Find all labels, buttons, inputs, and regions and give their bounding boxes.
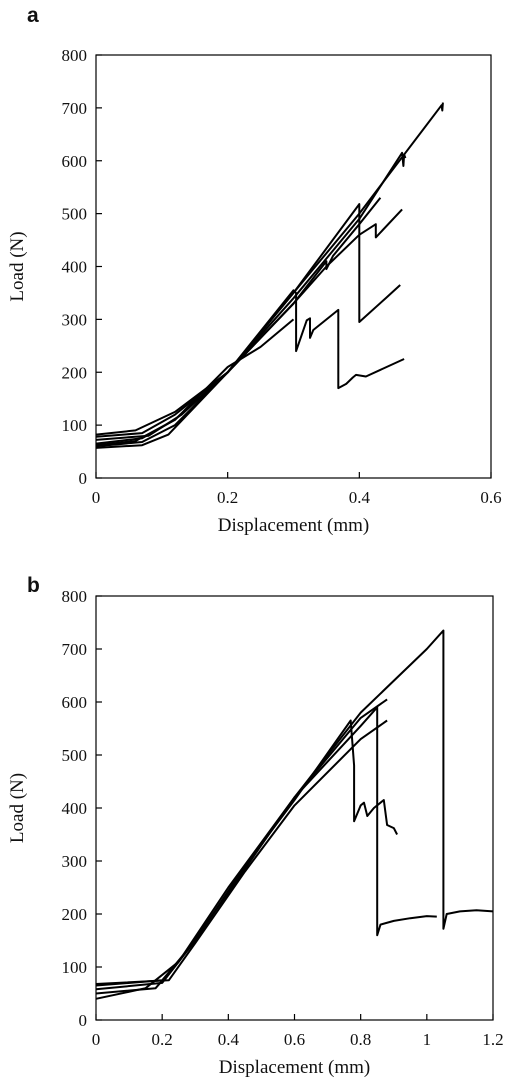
series-line-7 bbox=[95, 318, 295, 447]
x-tick-label: 0.2 bbox=[152, 1030, 173, 1049]
series-line-2 bbox=[95, 706, 437, 995]
y-tick-label: 300 bbox=[62, 310, 88, 329]
plot-frame bbox=[95, 595, 494, 1021]
chart-panel-b: 0 100 200 300 400 500 600 700 800 0 0.2 0.4 0.6 0.8 1 1… bbox=[7, 587, 504, 1078]
series-line-1 bbox=[95, 102, 444, 448]
series-line-4 bbox=[95, 197, 382, 438]
x-tick-label: 0.4 bbox=[218, 1030, 240, 1049]
y-tick-label: 200 bbox=[62, 905, 88, 924]
y-tick-label: 400 bbox=[62, 258, 88, 277]
x-axis-label: Displacement (mm) bbox=[218, 515, 369, 536]
y-tick-label: 500 bbox=[62, 746, 88, 765]
y-tick-label: 600 bbox=[62, 693, 88, 712]
y-tick-label: 600 bbox=[62, 152, 88, 171]
panel-a-letter: a bbox=[27, 4, 39, 27]
x-tick-label: 0.2 bbox=[217, 488, 238, 507]
x-tick-label: 1.2 bbox=[482, 1030, 503, 1049]
y-tick-label: 0 bbox=[79, 1011, 88, 1030]
y-axis-label: Load (N) bbox=[7, 231, 28, 301]
y-tick-label: 500 bbox=[62, 205, 88, 224]
x-tick-label: 0.6 bbox=[284, 1030, 305, 1049]
series-line-6 bbox=[95, 289, 405, 449]
x-tick-label: 0.6 bbox=[480, 488, 501, 507]
y-tick-label: 200 bbox=[62, 363, 88, 382]
panel-b-letter: b bbox=[27, 574, 40, 597]
x-axis-label: Displacement (mm) bbox=[219, 1057, 370, 1078]
x-tick-label: 0.8 bbox=[350, 1030, 371, 1049]
series-line-3 bbox=[95, 719, 398, 991]
x-tick-label: 0 bbox=[92, 488, 101, 507]
x-tick-label: 0.4 bbox=[349, 488, 371, 507]
series-line-5 bbox=[95, 719, 388, 985]
y-tick-label: 300 bbox=[62, 852, 88, 871]
y-tick-label: 100 bbox=[62, 416, 88, 435]
series-line-4 bbox=[95, 698, 388, 987]
y-tick-label: 700 bbox=[62, 99, 88, 118]
series-line-5 bbox=[95, 208, 403, 436]
y-tick-label: 700 bbox=[62, 640, 88, 659]
chart-panel-a: 0 100 200 300 400 500 600 700 800 0 0.2 0.4 0.6 Displ… bbox=[7, 46, 502, 536]
y-tick-label: 400 bbox=[62, 799, 88, 818]
series-line-1 bbox=[95, 629, 494, 1000]
y-axis-label: Load (N) bbox=[7, 773, 28, 843]
x-tick-label: 1 bbox=[423, 1030, 432, 1049]
y-tick-label: 0 bbox=[79, 469, 88, 488]
y-tick-label: 800 bbox=[62, 587, 88, 606]
x-tick-label: 0 bbox=[92, 1030, 101, 1049]
y-tick-label: 100 bbox=[62, 958, 88, 977]
y-tick-label: 800 bbox=[62, 46, 88, 65]
